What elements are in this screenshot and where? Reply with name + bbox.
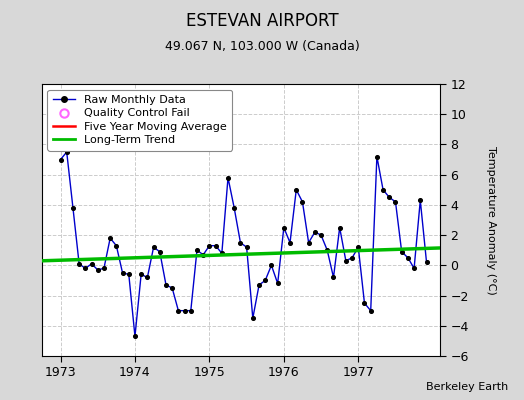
Text: 49.067 N, 103.000 W (Canada): 49.067 N, 103.000 W (Canada) xyxy=(165,40,359,53)
Point xyxy=(348,254,356,261)
Point xyxy=(292,186,300,193)
Point xyxy=(224,174,232,181)
Point xyxy=(403,254,412,261)
Point xyxy=(311,229,319,235)
Point xyxy=(416,197,424,204)
Point xyxy=(335,224,344,231)
Point xyxy=(211,242,220,249)
Point xyxy=(205,242,214,249)
Point xyxy=(379,186,387,193)
Point xyxy=(137,271,145,278)
Point xyxy=(366,308,375,314)
Point xyxy=(230,205,238,211)
Point xyxy=(236,240,245,246)
Point xyxy=(243,244,251,250)
Point xyxy=(317,232,325,238)
Point xyxy=(286,240,294,246)
Point xyxy=(199,252,208,258)
Point xyxy=(149,244,158,250)
Point xyxy=(143,274,151,281)
Point xyxy=(131,333,139,340)
Point xyxy=(112,242,121,249)
Point xyxy=(57,156,65,163)
Point xyxy=(168,285,177,291)
Point xyxy=(361,300,369,306)
Point xyxy=(100,265,108,272)
Point xyxy=(94,267,102,273)
Text: Berkeley Earth: Berkeley Earth xyxy=(426,382,508,392)
Point xyxy=(125,271,133,278)
Point xyxy=(354,244,363,250)
Point xyxy=(274,280,282,287)
Point xyxy=(248,315,257,322)
Point xyxy=(373,153,381,160)
Point xyxy=(422,259,431,266)
Y-axis label: Temperature Anomaly (°C): Temperature Anomaly (°C) xyxy=(486,146,496,294)
Point xyxy=(75,261,83,267)
Point xyxy=(106,235,114,241)
Point xyxy=(410,265,418,272)
Point xyxy=(88,261,96,267)
Point xyxy=(69,205,77,211)
Point xyxy=(81,265,90,272)
Point xyxy=(62,149,71,155)
Point xyxy=(187,308,195,314)
Point xyxy=(329,274,337,281)
Point xyxy=(304,240,313,246)
Point xyxy=(255,282,263,288)
Point xyxy=(174,308,182,314)
Point xyxy=(180,308,189,314)
Point xyxy=(323,247,332,254)
Point xyxy=(267,262,276,268)
Point xyxy=(217,250,226,256)
Point xyxy=(385,194,394,200)
Point xyxy=(118,270,127,276)
Point xyxy=(342,258,350,264)
Point xyxy=(162,282,170,288)
Point xyxy=(280,224,288,231)
Point xyxy=(398,248,406,255)
Point xyxy=(261,277,269,284)
Point xyxy=(298,199,307,205)
Legend: Raw Monthly Data, Quality Control Fail, Five Year Moving Average, Long-Term Tren: Raw Monthly Data, Quality Control Fail, … xyxy=(48,90,233,151)
Point xyxy=(391,199,400,205)
Point xyxy=(156,248,164,255)
Text: ESTEVAN AIRPORT: ESTEVAN AIRPORT xyxy=(185,12,339,30)
Point xyxy=(193,247,201,254)
